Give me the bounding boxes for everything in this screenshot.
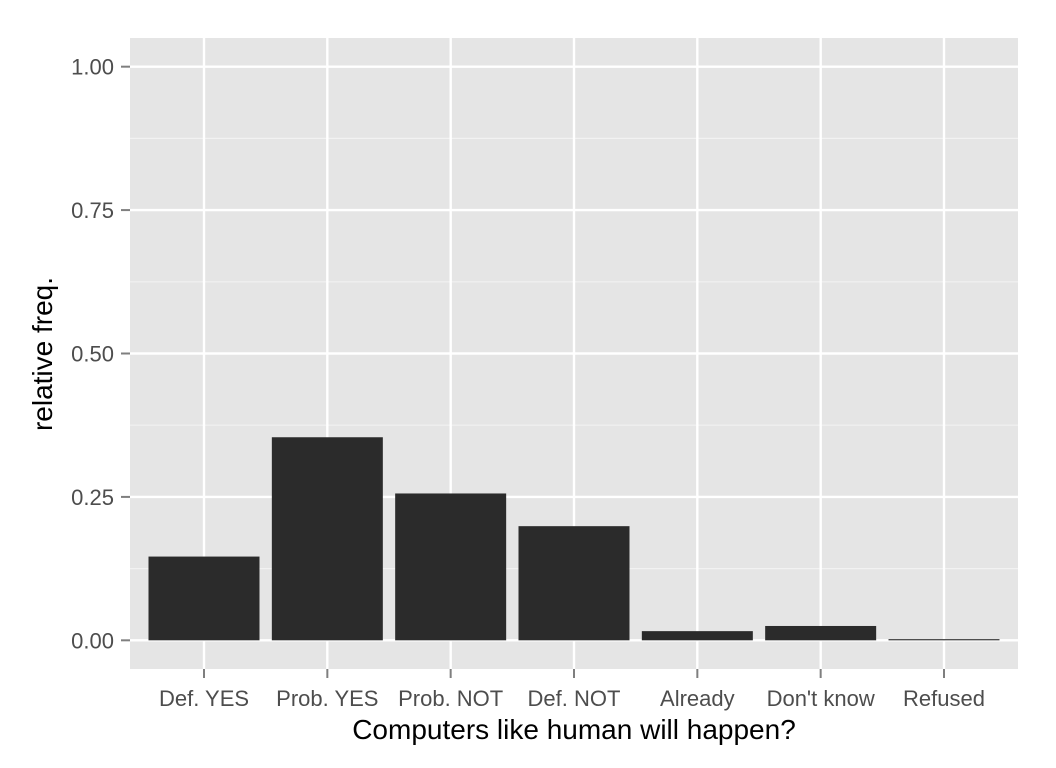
- x-tick-label: Def. YES: [159, 686, 249, 711]
- x-tick-label: Don't know: [767, 686, 875, 711]
- bars: [148, 437, 1000, 641]
- x-tick-label: Prob. YES: [276, 686, 378, 711]
- bar: [765, 625, 877, 641]
- x-axis-title: Computers like human will happen?: [352, 714, 796, 745]
- bar: [148, 556, 260, 641]
- y-tick-label: 0.75: [71, 198, 114, 223]
- x-tick-label: Def. NOT: [528, 686, 621, 711]
- y-tick-label: 0.50: [71, 342, 114, 367]
- x-tick-label: Refused: [903, 686, 985, 711]
- x-axis: Def. YES Prob. YES Prob. NOT Def. NOT Alread…: [159, 669, 985, 711]
- x-tick-label: Already: [660, 686, 735, 711]
- x-tick-label: Prob. NOT: [398, 686, 503, 711]
- y-axis-title: relative freq.: [27, 277, 58, 431]
- y-axis: 0.00 0.25 0.50 0.75 1.00: [71, 55, 130, 653]
- bar: [395, 493, 507, 641]
- bar: [888, 639, 1000, 641]
- y-tick-label: 0.25: [71, 485, 114, 510]
- bar: [271, 437, 383, 641]
- y-tick-label: 1.00: [71, 55, 114, 80]
- bar: [518, 526, 630, 641]
- y-tick-label: 0.00: [71, 628, 114, 653]
- bar: [641, 631, 753, 641]
